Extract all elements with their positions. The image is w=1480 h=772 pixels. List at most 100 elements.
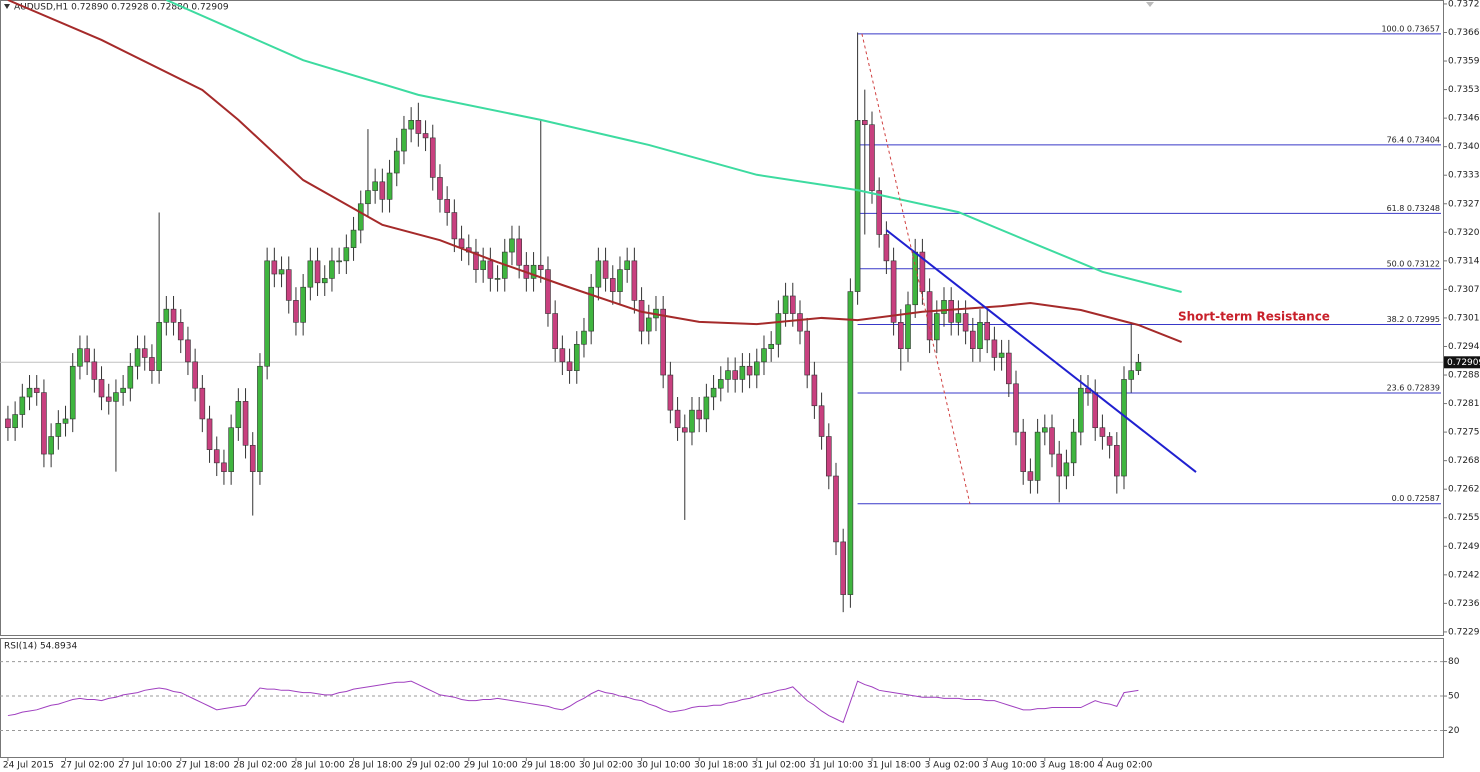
rsi-frame xyxy=(0,638,1444,758)
candle-body xyxy=(163,308,170,323)
candle-body xyxy=(1092,392,1099,429)
x-tick-label: 28 Jul 02:00 xyxy=(233,761,287,771)
candle-body xyxy=(552,313,558,349)
candle-body xyxy=(933,313,940,341)
candle-body xyxy=(458,238,465,248)
candle-body xyxy=(307,260,314,288)
fib-label: 23.6 0.72839 xyxy=(1387,384,1440,393)
candle-body xyxy=(624,260,630,270)
chart-header: AUDUSD,H1 0.72890 0.72928 0.72880 0.7290… xyxy=(14,3,229,13)
candle-body xyxy=(876,190,882,235)
candle-body xyxy=(149,357,155,371)
rsi-title: RSI(14) 54.8934 xyxy=(4,642,77,652)
candle-body xyxy=(609,278,616,292)
candle-body xyxy=(595,260,602,288)
candle-body xyxy=(422,133,429,139)
candle-body xyxy=(761,348,767,363)
overlay-line xyxy=(861,33,971,504)
x-tick-label: 27 Jul 10:00 xyxy=(118,761,172,771)
candle-body xyxy=(1013,383,1019,433)
x-tick-label: 27 Jul 18:00 xyxy=(176,761,230,771)
candle-body xyxy=(689,409,695,433)
candle-body xyxy=(804,330,810,376)
candle-body xyxy=(919,251,926,292)
candle-body xyxy=(746,365,753,376)
overlay-line xyxy=(7,0,1182,344)
candle-body xyxy=(1063,462,1070,477)
y-tick-label: 0.72945 xyxy=(1448,342,1480,352)
candle-body xyxy=(293,300,299,323)
candle-body xyxy=(1070,431,1077,464)
candle-body xyxy=(1121,379,1127,477)
candle-body xyxy=(365,190,371,205)
candle-body xyxy=(372,181,378,191)
candle-body xyxy=(782,295,789,314)
rsi-line xyxy=(7,680,1139,724)
candle-body xyxy=(588,286,594,332)
candle-body xyxy=(602,260,609,279)
fib-label: 50.0 0.73122 xyxy=(1387,259,1440,268)
candle-body xyxy=(213,449,220,464)
x-tick-label: 31 Jul 18:00 xyxy=(867,761,921,771)
x-tick-label: 29 Jul 02:00 xyxy=(406,761,460,771)
candle-body xyxy=(12,414,18,429)
candle-body xyxy=(343,247,350,262)
candle-body xyxy=(264,260,270,367)
candle-body xyxy=(710,387,717,398)
candle-body xyxy=(660,308,666,376)
x-tick-label: 30 Jul 02:00 xyxy=(579,761,633,771)
candle-body xyxy=(1034,431,1041,481)
candle-body xyxy=(437,177,443,200)
candle-body xyxy=(897,322,904,349)
y-tick-label: 0.73595 xyxy=(1448,57,1480,67)
candle-body xyxy=(350,229,357,248)
candle-body xyxy=(674,409,681,429)
candle-body xyxy=(26,387,33,398)
candle-body xyxy=(221,462,227,472)
candle-body xyxy=(962,313,969,332)
candle-body xyxy=(955,313,962,323)
y-tick-label: 0.73205 xyxy=(1448,228,1480,238)
candle-body xyxy=(1006,352,1012,385)
x-tick-label: 3 Aug 10:00 xyxy=(982,761,1037,771)
candle-body xyxy=(357,203,364,231)
candle-body xyxy=(206,418,213,450)
candle-body xyxy=(573,343,580,371)
candle-body xyxy=(113,392,119,402)
candle-body xyxy=(1114,444,1120,477)
candle-body xyxy=(285,269,292,301)
candle-body xyxy=(170,308,177,323)
x-tick-label: 3 Aug 18:00 xyxy=(1040,761,1095,771)
candle-body xyxy=(912,251,918,306)
candle-body xyxy=(1135,361,1142,371)
candle-body xyxy=(818,405,825,437)
candle-body xyxy=(811,374,818,407)
candle-body xyxy=(271,260,278,275)
candle-body xyxy=(321,278,328,284)
fib-label: 76.4 0.73404 xyxy=(1387,135,1440,144)
current-price-label: 0.72909 xyxy=(1447,358,1480,368)
candle-body xyxy=(120,387,126,393)
candle-body xyxy=(789,295,796,314)
candle-body xyxy=(379,181,386,200)
candle-body xyxy=(429,137,436,178)
candle-body xyxy=(926,291,933,341)
candle-body xyxy=(1128,370,1135,380)
candle-body xyxy=(480,260,486,270)
candle-body xyxy=(55,423,62,437)
y-tick-label: 80 xyxy=(1448,657,1460,667)
y-tick-label: 0.73725 xyxy=(1448,0,1480,9)
current-price-box xyxy=(1444,356,1480,369)
candle-body xyxy=(487,260,494,279)
menu-arrow[interactable] xyxy=(1146,2,1154,7)
candle-body xyxy=(98,379,105,398)
candle-body xyxy=(847,291,854,595)
fib-label: 0.0 0.72587 xyxy=(1392,494,1440,503)
x-tick-label: 29 Jul 10:00 xyxy=(464,761,518,771)
